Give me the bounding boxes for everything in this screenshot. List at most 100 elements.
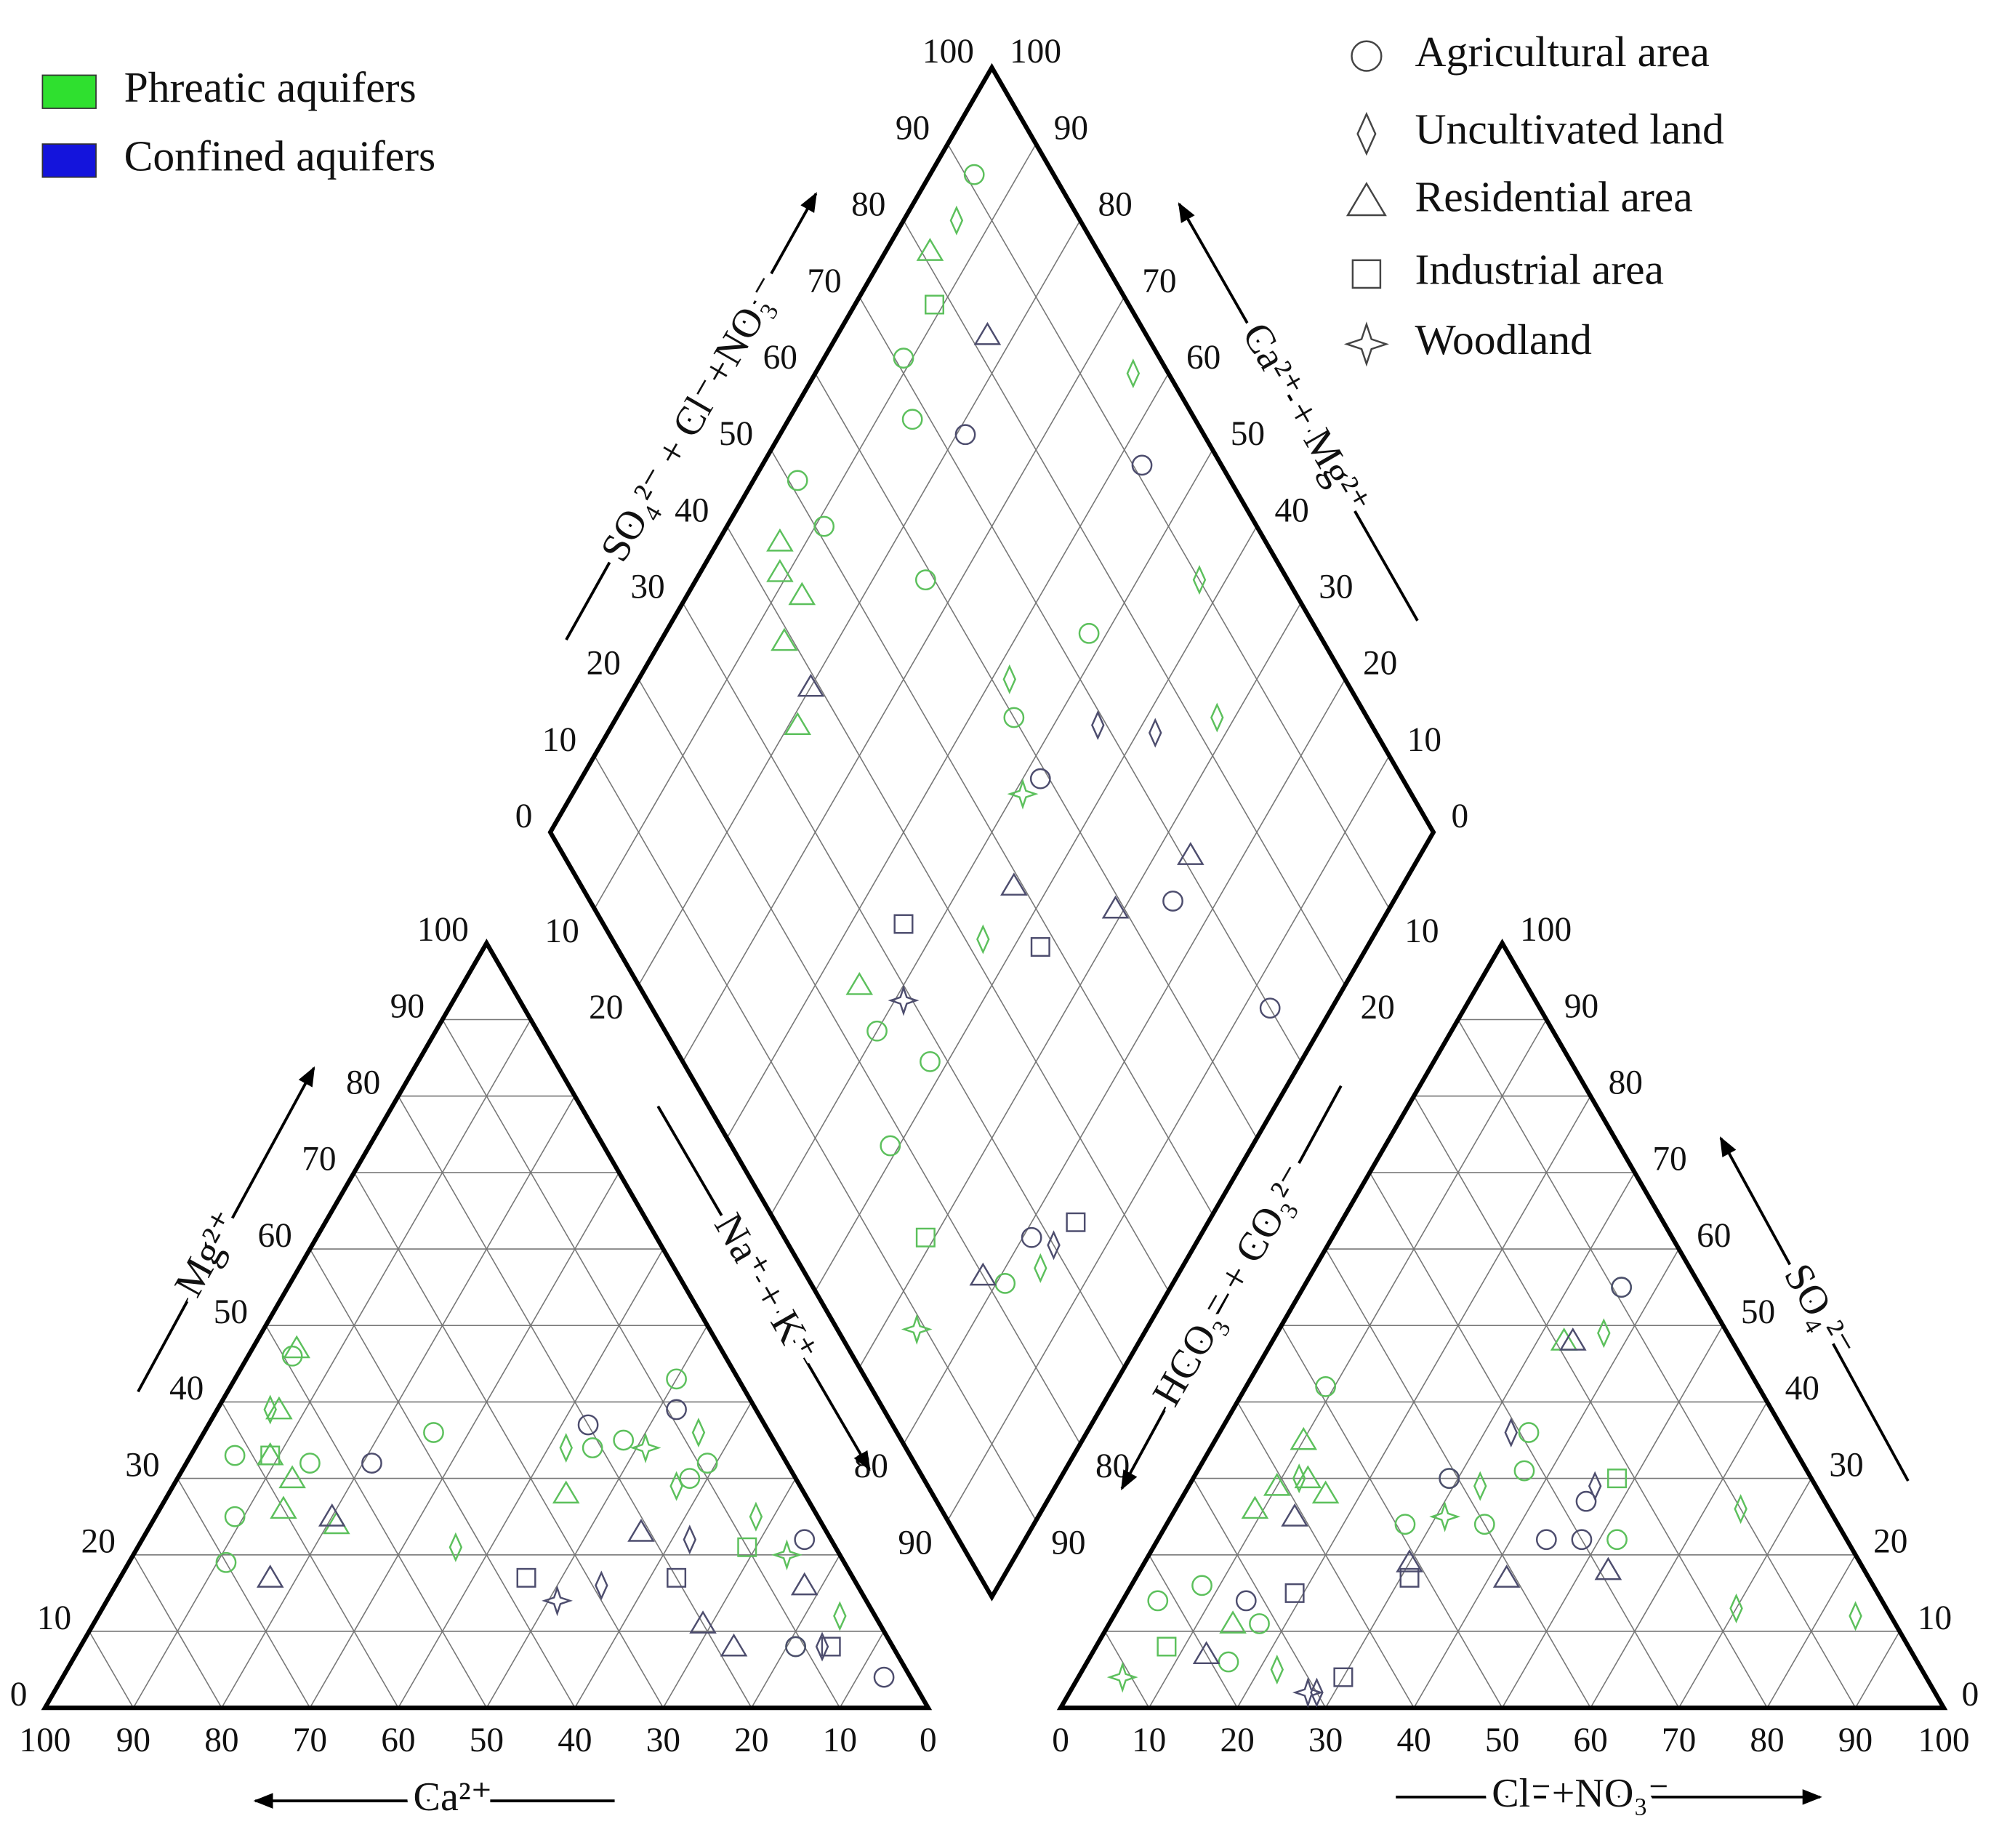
tick-label: 60 [258, 1217, 292, 1255]
grid-line [814, 526, 1258, 1292]
point [1021, 1226, 1042, 1248]
point [1571, 1529, 1593, 1551]
tick-label: 0 [1962, 1676, 1979, 1714]
tick-label: 30 [1319, 569, 1353, 606]
grid-line [1236, 1402, 1415, 1708]
tick-label: 40 [675, 491, 709, 529]
tick-label: 0 [1451, 798, 1468, 835]
point [766, 558, 794, 582]
tick-label: 90 [898, 1524, 932, 1562]
point [281, 1345, 303, 1367]
tick-label: 80 [1095, 1447, 1130, 1485]
axis-arrow [1178, 202, 1419, 622]
point [1429, 1501, 1461, 1532]
axis-arrow [565, 192, 818, 641]
grid-line [177, 1478, 311, 1708]
grid-line [1501, 1325, 1724, 1708]
tick-label: 90 [390, 987, 425, 1025]
point [1192, 565, 1207, 595]
grid-line [814, 373, 1258, 1138]
tick-label: 100 [1520, 911, 1572, 949]
point [1492, 1564, 1521, 1588]
tick-label: 50 [1231, 415, 1265, 453]
axis-title: Ca²⁺ [414, 1775, 493, 1820]
tick-label: 90 [1054, 109, 1088, 147]
point [1007, 778, 1039, 810]
point [256, 1564, 284, 1588]
point [224, 1445, 246, 1466]
point [1473, 1471, 1487, 1501]
point [1091, 710, 1105, 741]
point [516, 1567, 536, 1588]
point [901, 409, 923, 430]
point [1333, 1667, 1354, 1687]
point [797, 673, 825, 697]
point [901, 1314, 933, 1345]
point [1078, 622, 1100, 644]
tick-label: 40 [558, 1722, 592, 1759]
point [766, 528, 794, 552]
point [785, 1636, 806, 1658]
tick-label: 50 [1741, 1293, 1775, 1331]
point [788, 582, 816, 606]
point [299, 1453, 321, 1474]
point [1034, 1253, 1047, 1283]
grid-line [1281, 1325, 1503, 1708]
point [821, 1636, 841, 1657]
axis-arrow [137, 1066, 315, 1393]
point [1473, 1514, 1495, 1535]
point [954, 424, 976, 446]
grid-line [574, 1402, 752, 1708]
tick-label: 0 [920, 1722, 937, 1759]
tick-label: 100 [417, 911, 469, 949]
point [265, 1396, 293, 1420]
point [1106, 1661, 1138, 1693]
tick-label: 0 [1052, 1722, 1069, 1759]
grid-line [1192, 1478, 1327, 1708]
legend-marker [1351, 259, 1382, 289]
grid-line [132, 1554, 222, 1708]
point [627, 1519, 655, 1542]
point [1399, 1567, 1420, 1588]
legend-marker [1356, 111, 1377, 156]
point [1513, 1460, 1535, 1482]
tick-label: 100 [1918, 1722, 1970, 1759]
point [1149, 718, 1162, 748]
point [1575, 1490, 1597, 1512]
point [749, 1501, 763, 1532]
point [1147, 1590, 1169, 1612]
point [920, 1050, 941, 1072]
point [720, 1633, 748, 1657]
tick-label: 60 [381, 1722, 415, 1759]
grid-line [309, 1172, 620, 1708]
grid-line [662, 1478, 797, 1708]
legend-swatch [41, 143, 97, 178]
tick-label: 0 [10, 1676, 28, 1714]
tick-label: 80 [1609, 1064, 1643, 1102]
tick-label: 30 [1829, 1446, 1863, 1484]
grid-line [221, 1402, 399, 1708]
point [1734, 1494, 1747, 1524]
point [666, 1399, 687, 1421]
point [696, 1453, 718, 1474]
point [1396, 1549, 1423, 1572]
legend: Phreatic aquifers Confined aquifers Agricu… [41, 28, 1724, 367]
point [994, 1272, 1016, 1294]
point [1241, 1495, 1269, 1519]
point [559, 1433, 573, 1463]
grid-line [88, 1631, 134, 1708]
grid-line [1324, 1172, 1636, 1708]
grid-line [858, 602, 1302, 1368]
tick-label: 60 [1697, 1217, 1731, 1255]
point [787, 470, 808, 491]
legend-marker [1346, 182, 1387, 217]
grid-line [839, 1631, 885, 1708]
point [1177, 842, 1204, 865]
tick-label: 50 [1485, 1722, 1519, 1759]
tick-label: 80 [346, 1064, 380, 1102]
tick-label: 50 [719, 415, 753, 453]
point [1002, 664, 1017, 694]
tick-label: 70 [1662, 1722, 1696, 1759]
point [278, 1465, 306, 1489]
